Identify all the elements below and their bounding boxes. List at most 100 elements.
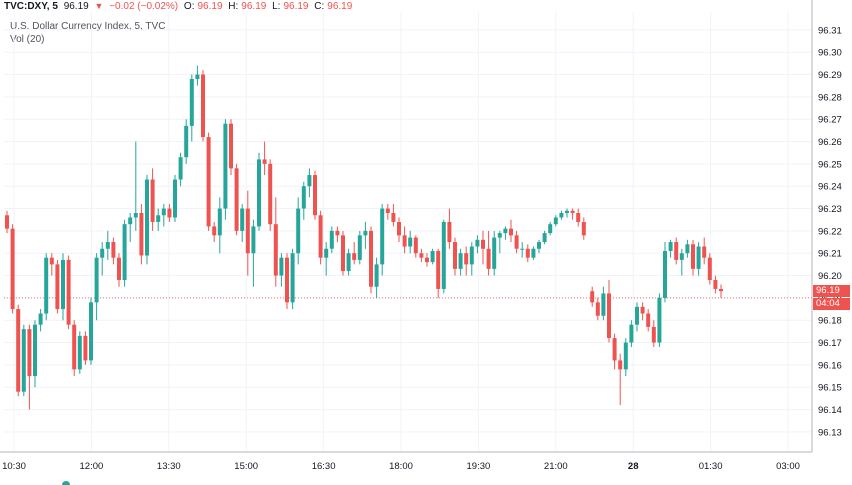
candle-body <box>408 237 413 247</box>
candle-body <box>469 246 474 265</box>
candle-body <box>635 306 639 325</box>
candle-body <box>128 217 133 225</box>
candle-body <box>509 228 513 236</box>
candle-body <box>61 259 65 310</box>
candle-body <box>713 280 718 289</box>
y-tick-label: 96.23 <box>818 204 842 215</box>
candle-body <box>173 179 177 218</box>
candle-body <box>307 175 312 187</box>
candle-body <box>570 210 575 214</box>
candle-body <box>374 264 379 287</box>
candle-body <box>685 244 690 254</box>
candle-body <box>223 123 228 209</box>
y-tick-label: 96.25 <box>818 159 842 170</box>
y-tick-label: 96.18 <box>818 316 842 327</box>
candle-body <box>595 302 600 316</box>
candle-body <box>380 208 385 265</box>
candle-body <box>707 257 712 281</box>
candle-body <box>318 215 323 258</box>
chart-title[interactable]: U.S. Dollar Currency Index, 5, TVC <box>10 21 166 32</box>
x-tick-label: 12:00 <box>80 461 104 472</box>
candle-body <box>674 242 679 260</box>
candle-body <box>537 242 541 249</box>
candle-body <box>229 123 233 169</box>
close-label: C: <box>314 1 325 12</box>
candle-body <box>201 74 205 138</box>
candle-body <box>122 224 127 281</box>
candle-body <box>618 360 623 370</box>
candle-body <box>553 217 558 225</box>
candle-body <box>525 248 530 258</box>
last-price-tag: 96.19 <box>813 285 850 297</box>
candle-body <box>397 221 401 236</box>
y-tick-label: 96.16 <box>818 360 842 371</box>
candle-body <box>66 259 71 325</box>
candle-body <box>357 235 362 260</box>
candle-body <box>481 239 485 249</box>
candle-body <box>206 137 211 227</box>
candle-body <box>702 246 707 258</box>
y-tick-label: 96.21 <box>818 249 842 260</box>
x-tick-label: 16:30 <box>312 461 336 472</box>
y-tick-label: 96.29 <box>818 70 842 81</box>
x-tick-label: 15:00 <box>234 461 258 472</box>
scroll-indicator[interactable] <box>62 481 70 485</box>
candle-body <box>657 297 662 343</box>
candle-body <box>453 242 457 269</box>
candle-body <box>285 257 289 303</box>
candle-body <box>184 125 189 158</box>
candle-body <box>559 213 564 218</box>
ohlc-header: TVC:DXY, 5 96.19 ▼ −0.02 (−0.02%) O: 96.1… <box>4 0 358 12</box>
candle-body <box>279 257 284 276</box>
candle-body <box>156 215 161 222</box>
volume-legend[interactable]: Vol (20) <box>10 34 45 45</box>
candle-body <box>195 74 200 80</box>
candle-body <box>492 237 497 269</box>
candle-body <box>548 224 553 234</box>
candle-body <box>262 159 267 164</box>
candle-body <box>161 208 166 216</box>
x-tick-label: 13:30 <box>157 461 181 472</box>
candle-body <box>240 208 245 231</box>
candle-body <box>475 239 480 247</box>
candle-body <box>212 226 217 236</box>
candle-body <box>514 235 519 249</box>
y-tick-label: 96.31 <box>818 25 842 36</box>
candle-body <box>49 257 54 265</box>
candle-body <box>268 163 273 225</box>
candle-body <box>346 253 351 272</box>
candle-body <box>341 235 345 272</box>
candle-body <box>612 338 617 361</box>
x-tick-label: 28 <box>628 461 639 472</box>
candle-body <box>150 179 155 222</box>
symbol-label[interactable]: TVC:DXY, 5 <box>4 1 58 12</box>
x-tick-label: 03:00 <box>776 461 800 472</box>
y-tick-label: 96.14 <box>818 405 842 416</box>
candle-body <box>646 313 651 327</box>
candle-body <box>329 230 334 249</box>
x-tick-label: 21:00 <box>544 461 568 472</box>
candle-body <box>105 242 110 249</box>
candle-body <box>178 157 183 180</box>
open-label: O: <box>183 1 195 12</box>
candle-body <box>430 250 435 263</box>
candle-body <box>257 159 261 227</box>
candle-body <box>497 233 502 238</box>
candle-body <box>696 246 701 269</box>
candle-body <box>402 235 407 247</box>
candle-body <box>576 213 581 222</box>
candle-body <box>324 248 329 258</box>
y-tick-label: 96.24 <box>818 182 842 193</box>
candle-body <box>663 250 667 298</box>
y-tick-label: 96.17 <box>818 338 842 349</box>
candle-body <box>520 248 525 250</box>
candle-body <box>72 324 77 370</box>
candle-body <box>27 329 32 377</box>
x-tick-label: 19:30 <box>467 461 491 472</box>
candle-body <box>503 228 508 234</box>
candle-body <box>623 342 628 370</box>
x-tick-label: 18:00 <box>389 461 413 472</box>
candle-body <box>531 248 536 258</box>
y-tick-label: 96.20 <box>818 271 842 282</box>
